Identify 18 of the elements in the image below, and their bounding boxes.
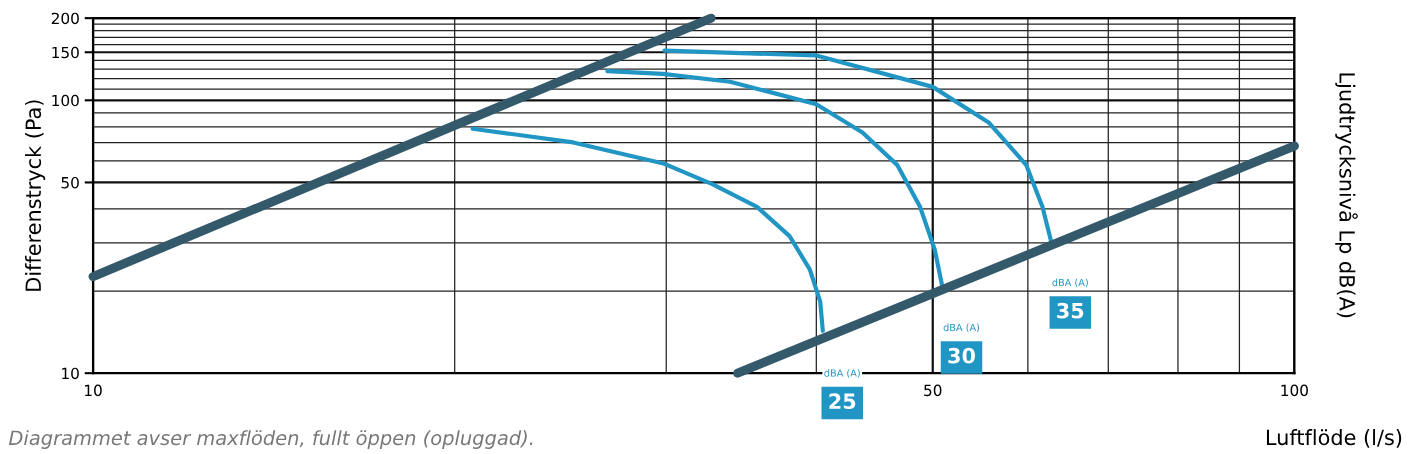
x-tick-label: 100 — [1281, 384, 1308, 397]
annotation: dBA (A) — [824, 369, 860, 378]
x-axis-title: Luftflöde (l/s) — [1266, 429, 1402, 448]
y-tick-label: 50 — [61, 176, 79, 189]
annotation: dBA (A) — [943, 323, 980, 333]
text: 25 — [829, 393, 856, 410]
annotation: dBA (A) — [1052, 278, 1088, 288]
y-tick-label: 10 — [62, 367, 79, 380]
y-axis-title: Differenstryck (Pa) — [24, 100, 46, 291]
x-tick-label: 50 — [924, 384, 942, 397]
y2-axis-title: Ljudtrycksnivå Lp dB(A) — [1335, 73, 1358, 318]
x-tick-label: 10 — [85, 384, 102, 397]
y-tick-label: 150 — [52, 46, 79, 59]
text: 30 — [948, 347, 975, 364]
y-tick-label: 100 — [52, 94, 79, 107]
text: 35 — [1057, 302, 1084, 319]
text: Diagrammet avser maxflöden, fullt öppen (opluggad). — [8, 430, 533, 449]
y-tick-label: 200 — [51, 12, 79, 25]
